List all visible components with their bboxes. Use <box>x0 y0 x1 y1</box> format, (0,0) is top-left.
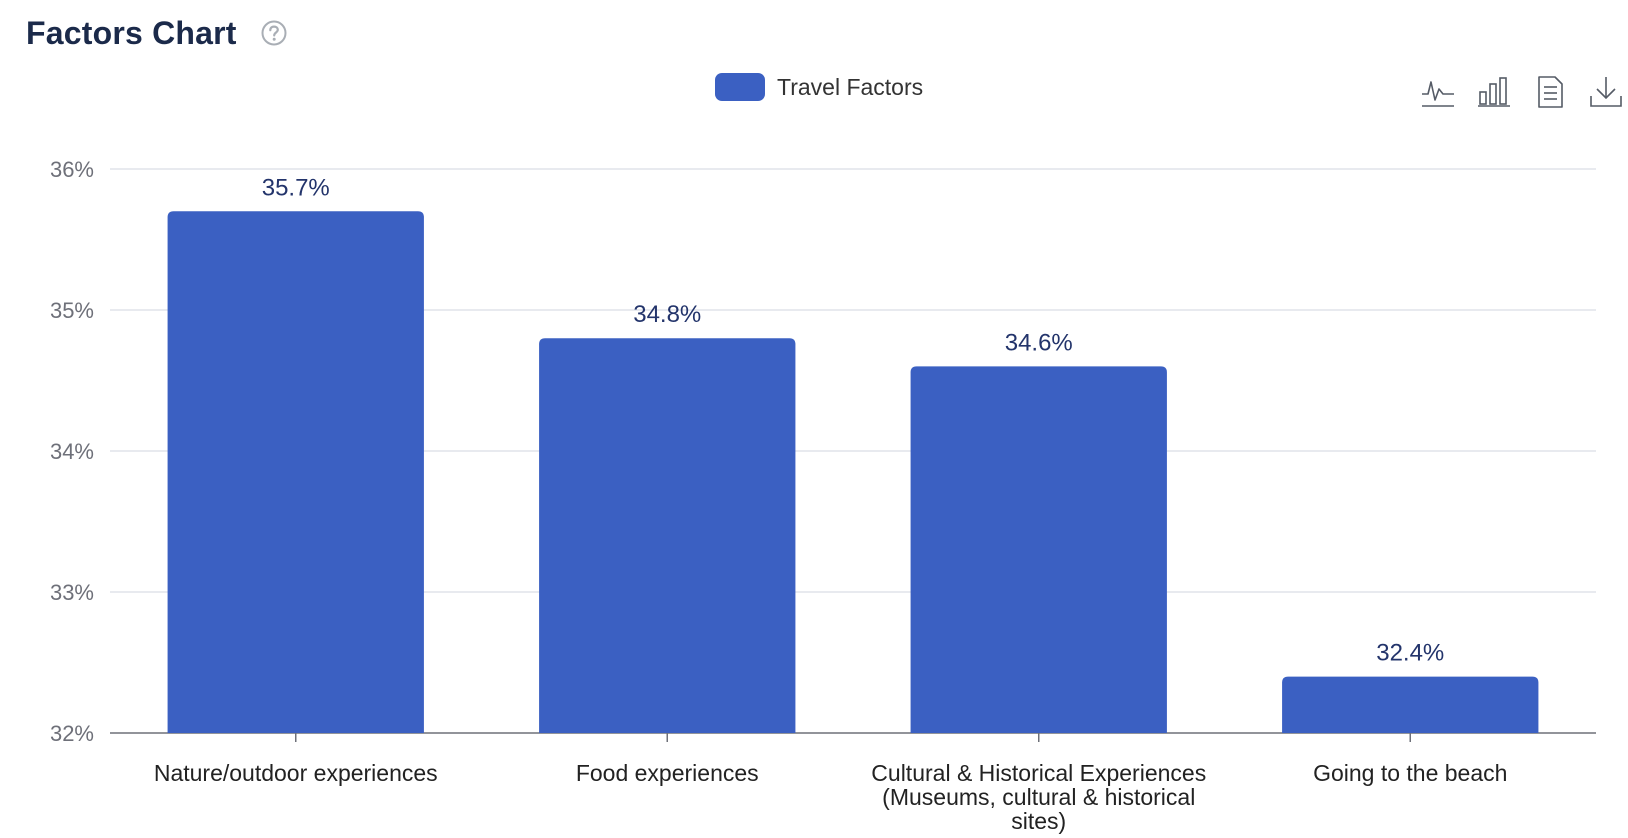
y-tick-label: 33% <box>50 580 94 605</box>
bar-chart-icon[interactable] <box>1476 74 1512 110</box>
bar[interactable] <box>910 366 1167 733</box>
x-axis-labels: Nature/outdoor experiences Food experienc… <box>154 760 1508 834</box>
data-label: 32.4% <box>1376 640 1444 667</box>
chart-toolbar <box>1420 74 1624 110</box>
y-tick-label: 35% <box>50 298 94 323</box>
y-tick-label: 32% <box>50 721 94 746</box>
chart-legend[interactable]: Travel Factors <box>715 70 923 104</box>
x-axis <box>110 732 1596 742</box>
legend-swatch <box>715 73 765 101</box>
bar[interactable] <box>539 338 796 733</box>
data-labels: 35.7% 34.8% 34.6% 32.4% <box>262 174 1445 666</box>
data-label: 35.7% <box>262 174 330 201</box>
y-tick-label: 34% <box>50 439 94 464</box>
y-axis-labels: 32% 33% 34% 35% 36% <box>50 157 94 746</box>
legend-label: Travel Factors <box>777 73 924 100</box>
download-icon[interactable] <box>1588 74 1624 110</box>
x-tick-label: Food experiences <box>576 760 759 786</box>
x-tick-label: sites) <box>1011 808 1066 834</box>
x-tick-label: Nature/outdoor experiences <box>154 760 438 786</box>
x-tick-label: Going to the beach <box>1313 760 1507 786</box>
y-tick-label: 36% <box>50 157 94 182</box>
help-icon[interactable] <box>261 20 287 46</box>
data-label: 34.6% <box>1005 329 1073 356</box>
line-chart-icon[interactable] <box>1420 74 1456 110</box>
bars <box>167 211 1539 734</box>
bar[interactable] <box>167 211 424 734</box>
x-tick-label: Cultural & Historical Experiences <box>871 760 1206 786</box>
chart-header: Factors Chart <box>26 10 287 56</box>
bar[interactable] <box>1282 676 1539 733</box>
x-tick-label: (Museums, cultural & historical <box>882 784 1195 810</box>
data-label: 34.8% <box>633 301 701 328</box>
page-title: Factors Chart <box>26 14 237 51</box>
data-view-icon[interactable] <box>1532 74 1568 110</box>
